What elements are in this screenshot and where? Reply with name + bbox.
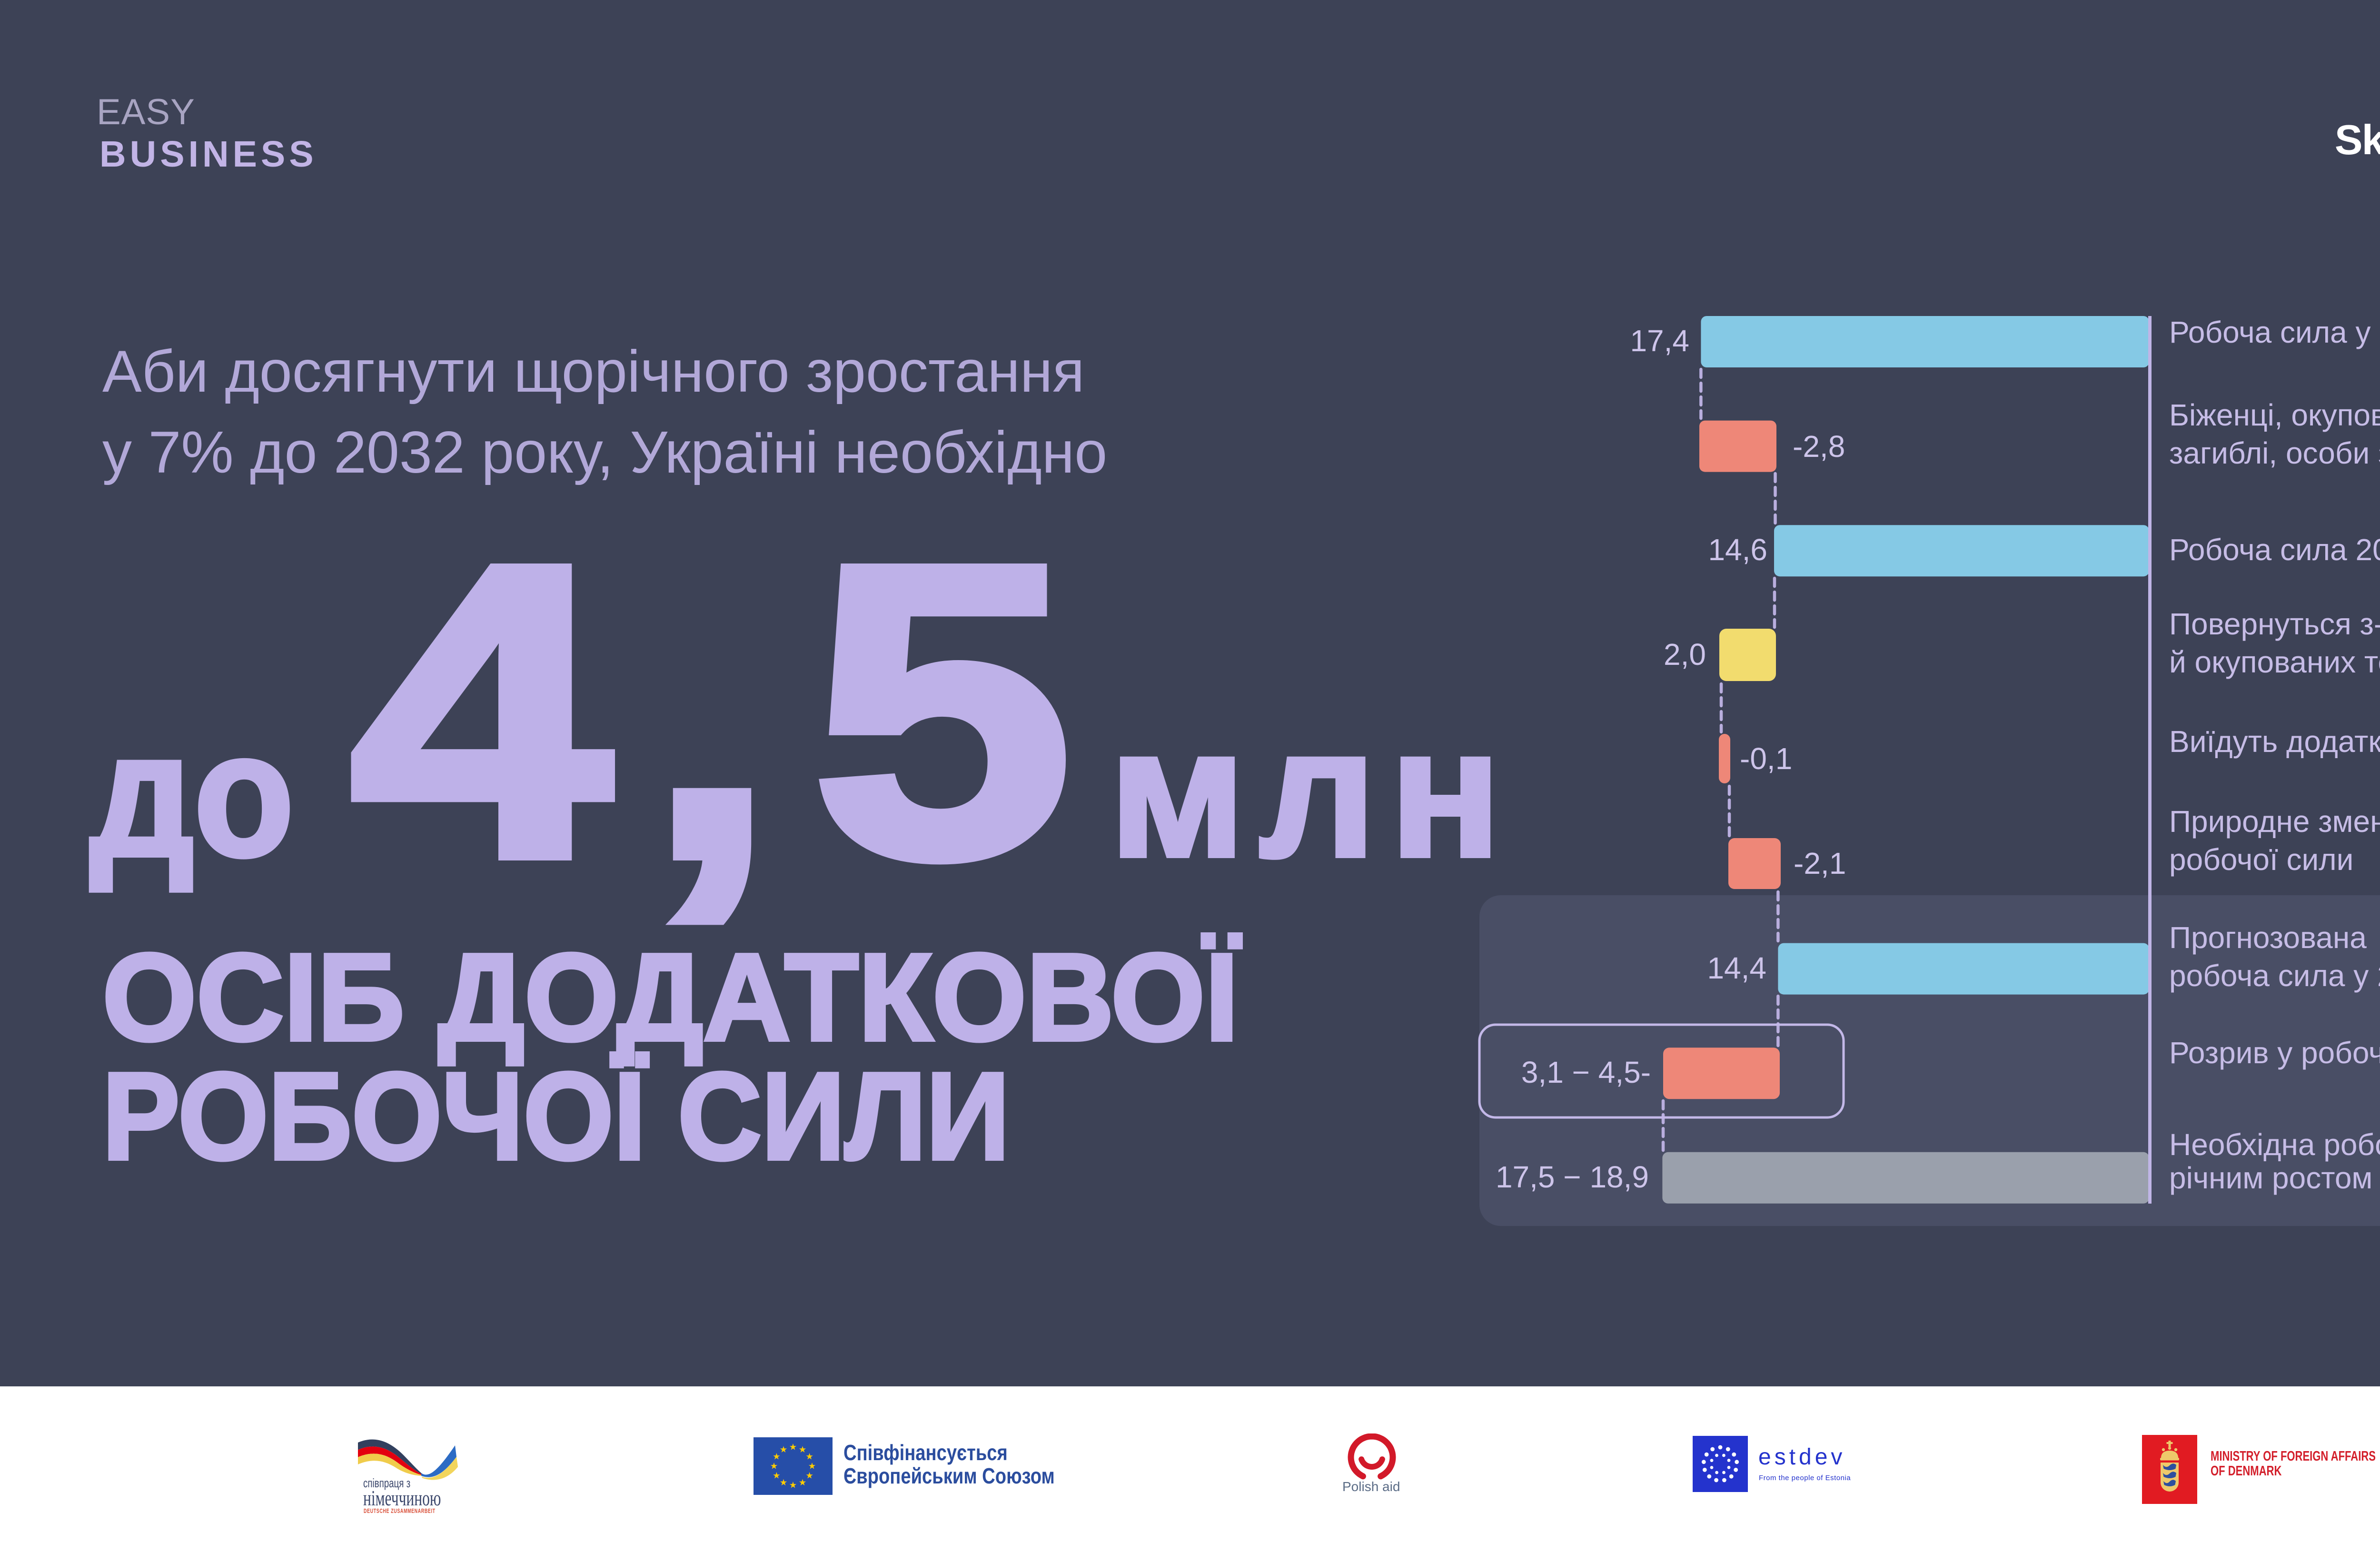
- svg-text:й окупованих територій: й окупованих територій: [2169, 645, 2380, 679]
- svg-text:Біженці, окуповані території,: Біженці, окуповані території,: [2169, 398, 2380, 432]
- svg-text:Робоча сила 2022/23: Робоча сила 2022/23: [2169, 533, 2380, 567]
- svg-text:17,4: 17,4: [1630, 324, 1689, 358]
- svg-text:-0,1: -0,1: [1740, 741, 1792, 776]
- svg-text:Природне зменшення: Природне зменшення: [2169, 804, 2380, 839]
- svg-text:-2,8: -2,8: [1793, 429, 1845, 464]
- svg-text:Виїдуть додатково: Виїдуть додатково: [2169, 724, 2380, 759]
- svg-text:робочої сили: робочої сили: [2169, 842, 2353, 877]
- svg-text:14,4: 14,4: [1707, 951, 1766, 985]
- svg-text:Необхідна робоча сила за 7%: Необхідна робоча сила за 7%: [2169, 1127, 2380, 1162]
- svg-text:3,1 − 4,5-: 3,1 − 4,5-: [1521, 1055, 1651, 1089]
- svg-text:робоча сила у 2032: робоча сила у 2032: [2169, 959, 2380, 993]
- svg-text:-2,1: -2,1: [1794, 846, 1846, 880]
- svg-text:2,0: 2,0: [1664, 637, 1706, 672]
- svg-text:14,6: 14,6: [1708, 533, 1767, 567]
- svg-text:річним ростом ВВП: річним ростом ВВП: [2169, 1161, 2380, 1195]
- svg-text:Робоча сила у 2021: Робоча сила у 2021: [2169, 315, 2380, 349]
- svg-text:Повернуться з-за кордону: Повернуться з-за кордону: [2169, 607, 2380, 641]
- svg-text:17,5 − 18,9: 17,5 − 18,9: [1496, 1160, 1649, 1194]
- svg-text:загиблі, особи з інвалідністю: загиблі, особи з інвалідністю: [2169, 436, 2380, 470]
- svg-text:Прогнозована: Прогнозована: [2169, 920, 2367, 955]
- svg-text:Розрив у робочій силі 2032: Розрив у робочій силі 2032: [2169, 1036, 2380, 1070]
